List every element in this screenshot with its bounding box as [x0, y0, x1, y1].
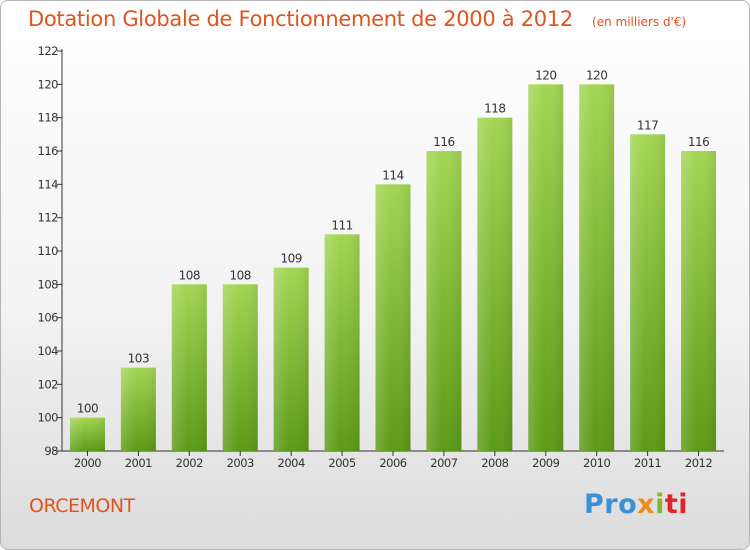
- bar-shade: [273, 267, 309, 451]
- commune-name: ORCEMONT: [29, 495, 135, 517]
- bars: [69, 84, 717, 452]
- chart-title: Dotation Globale de Fonctionnement de 20…: [28, 7, 573, 31]
- bar-shade: [630, 134, 666, 452]
- bar-shade: [477, 117, 513, 452]
- bar-shade: [681, 151, 717, 451]
- logo-part-1: Pro: [584, 489, 638, 520]
- x-tick-label: 2008: [481, 456, 508, 470]
- x-tick-label: 2002: [176, 456, 203, 470]
- bar-value-label: 108: [179, 268, 200, 282]
- bar-shade: [579, 84, 615, 451]
- x-tick-label: 2009: [532, 456, 559, 470]
- y-tick-label: 104: [38, 344, 59, 358]
- y-tick-label: 98: [44, 444, 58, 458]
- bar-value-label: 108: [230, 268, 251, 282]
- bar-shade: [120, 367, 156, 451]
- bar-shade: [69, 417, 105, 451]
- title-row: Dotation Globale de Fonctionnement de 20…: [28, 7, 686, 31]
- bar-shade: [528, 84, 564, 451]
- x-tick-label: 2000: [74, 456, 101, 470]
- y-tick-label: 108: [38, 277, 59, 291]
- y-tick-label: 118: [38, 111, 59, 125]
- logo-part-4: ti: [664, 489, 689, 520]
- y-tick-label: 110: [38, 244, 59, 258]
- bar-value-label: 118: [484, 102, 505, 116]
- bar-shade: [222, 284, 258, 451]
- bar-value-label: 120: [535, 68, 556, 82]
- bar-shade: [426, 151, 462, 451]
- bar-value-label: 111: [331, 218, 352, 232]
- bar-value-label: 116: [433, 135, 454, 149]
- x-tick-label: 2007: [430, 456, 457, 470]
- bar-shade: [375, 184, 411, 452]
- bar-value-label: 117: [637, 118, 658, 132]
- x-tick-label: 2010: [583, 456, 610, 470]
- bar-value-label: 100: [77, 402, 98, 416]
- y-tick-label: 114: [38, 177, 59, 191]
- y-tick-label: 120: [38, 77, 59, 91]
- bar-value-label: 120: [586, 68, 607, 82]
- logo-part-2: x: [637, 489, 656, 520]
- value-labels: 100 103 108 108 109 111 114 116 118 120 120 117 116: [77, 68, 710, 416]
- x-tick-label: 2011: [634, 456, 661, 470]
- y-tick-label: 122: [38, 44, 59, 58]
- y-tick-label: 116: [38, 144, 59, 158]
- bar-value-label: 116: [688, 135, 709, 149]
- x-tick-label: 2012: [685, 456, 712, 470]
- bar-value-label: 103: [128, 352, 149, 366]
- logo-part-3: i: [655, 489, 665, 520]
- y-tick-label: 112: [38, 211, 59, 225]
- x-tick-label: 2001: [125, 456, 152, 470]
- proxiti-logo: Proxiti: [584, 489, 688, 520]
- x-tick-label: 2004: [278, 456, 305, 470]
- y-tick-label: 102: [38, 377, 59, 391]
- x-tick-label: 2005: [328, 456, 355, 470]
- bar-shade: [324, 234, 360, 451]
- y-tick-label: 106: [38, 311, 59, 325]
- x-tick-label: 2006: [379, 456, 406, 470]
- axes: 98 100 102 104 106 108 110 112 114 116 118 120 122 20…: [38, 44, 724, 470]
- bar-shade: [171, 284, 207, 451]
- bar-value-label: 114: [382, 168, 403, 182]
- chart-subtitle: (en milliers d'€): [592, 15, 687, 29]
- x-tick-label: 2003: [227, 456, 254, 470]
- y-tick-label: 100: [38, 411, 59, 425]
- bar-value-label: 109: [280, 252, 301, 266]
